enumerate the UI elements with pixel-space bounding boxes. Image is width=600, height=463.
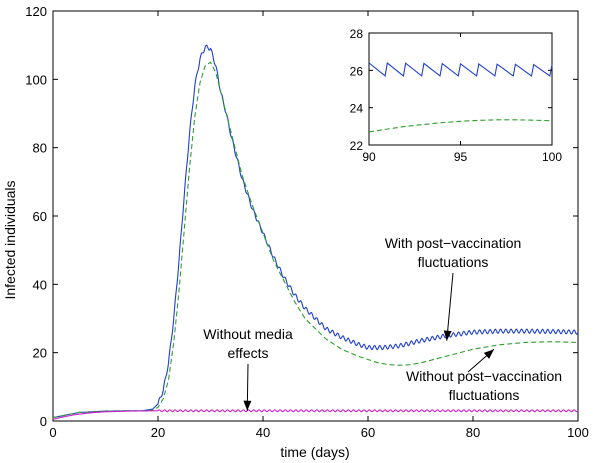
annotation-with-fluctuations: With post−vaccination fluctuations	[385, 235, 522, 270]
inset-plot: 90 95 100 22 24 26 28	[350, 27, 563, 164]
series-line	[52, 409, 579, 420]
y-tick-label: 20	[33, 346, 47, 361]
inset-series-line	[368, 119, 553, 133]
y-tick-label: 120	[25, 4, 47, 19]
x-tick-label: 20	[151, 425, 165, 440]
y-tick-label: 100	[25, 72, 47, 87]
annotation-arrowhead	[243, 400, 252, 411]
annotation-line: Without post−vaccination	[406, 368, 562, 384]
annotation-without-fluctuations: Without post−vaccination fluctuations	[406, 368, 562, 403]
annotation-arrowhead	[483, 349, 494, 359]
annotation-line: Without media	[203, 326, 293, 342]
y-tick-label: 0	[40, 414, 47, 429]
x-axis-label: time (days)	[280, 444, 349, 460]
y-tick-label: 28	[350, 27, 364, 41]
x-tick-label: 40	[256, 425, 270, 440]
annotation-line: fluctuations	[449, 387, 520, 403]
x-tick-label: 80	[466, 425, 480, 440]
annotation-line: fluctuations	[418, 254, 489, 270]
inset-series-line	[368, 62, 553, 77]
y-axis-label: Infected individuals	[2, 180, 18, 299]
annotation-arrow	[446, 272, 454, 341]
annotation-without-media: Without media effects	[203, 326, 293, 361]
x-tick-label: 90	[362, 150, 376, 164]
y-tick-label: 26	[350, 64, 364, 78]
axes-frame	[368, 32, 553, 146]
x-tick-label: 100	[567, 425, 589, 440]
x-tick-label: 95	[454, 150, 468, 164]
series-line	[52, 61, 579, 419]
y-tick-label: 22	[350, 139, 364, 153]
annotation-line: effects	[228, 345, 269, 361]
y-tick-label: 80	[33, 141, 47, 156]
annotation-arrowhead	[443, 330, 452, 341]
x-tick-label: 0	[49, 425, 56, 440]
x-tick-label: 100	[542, 150, 562, 164]
y-tick-label: 24	[350, 102, 364, 116]
y-tick-label: 40	[33, 277, 47, 292]
y-tick-label: 60	[33, 209, 47, 224]
x-tick-label: 60	[361, 425, 375, 440]
annotation-line: With post−vaccination	[385, 235, 522, 251]
